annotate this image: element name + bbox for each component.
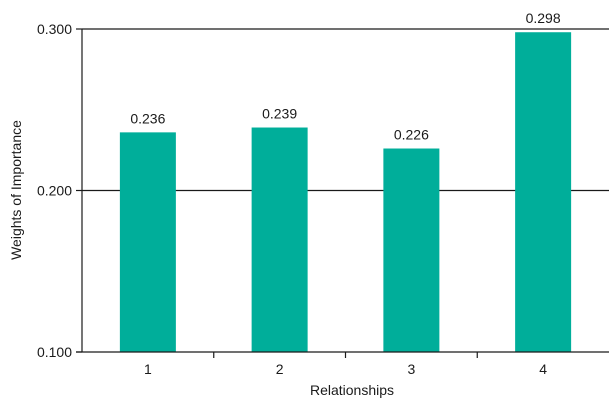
data-label-2: 0.239 bbox=[262, 106, 297, 122]
x-tick-label-4: 4 bbox=[539, 361, 547, 377]
x-tick-label-1: 1 bbox=[144, 361, 152, 377]
y-axis-title: Weights of Importance bbox=[8, 120, 24, 260]
x-axis-title: Relationships bbox=[310, 382, 394, 398]
bars bbox=[119, 32, 572, 352]
y-tick-label: 0.300 bbox=[37, 21, 72, 37]
x-tick-label-2: 2 bbox=[276, 361, 284, 377]
bar-4 bbox=[515, 32, 572, 352]
y-tick-label: 0.100 bbox=[37, 344, 72, 360]
data-label-3: 0.226 bbox=[394, 127, 429, 143]
bar-3 bbox=[383, 148, 440, 352]
x-axis-ticks: 1 2 3 4 bbox=[144, 352, 547, 377]
bar-1 bbox=[119, 132, 176, 352]
data-labels: 0.236 0.239 0.226 0.298 bbox=[130, 10, 560, 142]
bar-2 bbox=[251, 127, 308, 352]
y-axis-ticks: 0.100 0.200 0.300 bbox=[37, 21, 82, 360]
y-tick-label: 0.200 bbox=[37, 183, 72, 199]
x-tick-label-3: 3 bbox=[407, 361, 415, 377]
data-label-4: 0.298 bbox=[526, 10, 561, 26]
data-label-1: 0.236 bbox=[130, 110, 165, 126]
